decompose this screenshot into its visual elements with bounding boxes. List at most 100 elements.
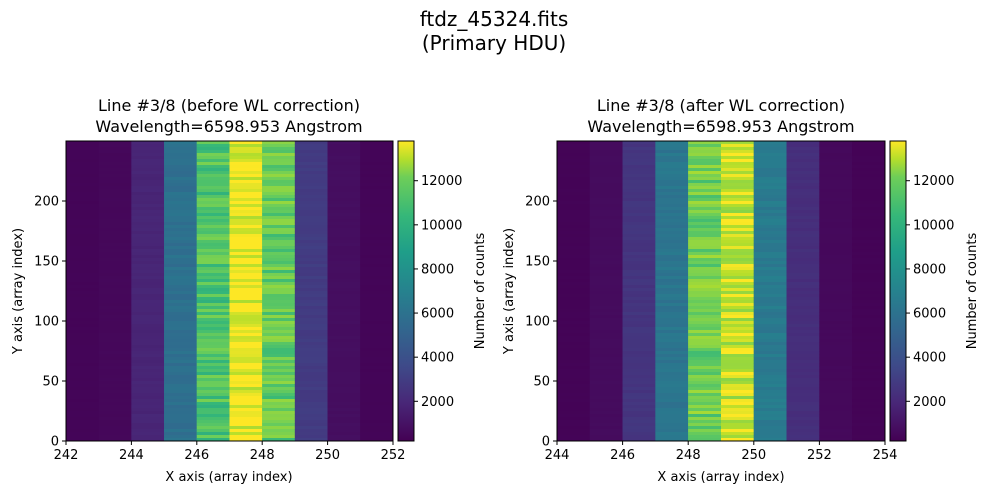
heatmap-row-cell (753, 300, 787, 304)
heatmap-row-cell (622, 423, 656, 427)
heatmap-row-cell (721, 201, 755, 205)
heatmap-row-cell (721, 363, 755, 367)
heatmap-row-cell (262, 306, 296, 310)
heatmap-row-cell (131, 420, 165, 424)
heatmap-row-cell (229, 177, 263, 181)
heatmap-row-cell (622, 249, 656, 253)
heatmap-row-cell (196, 177, 230, 181)
heatmap-row-cell (327, 285, 361, 289)
heatmap-row-cell (196, 288, 230, 292)
heatmap-row-cell (589, 174, 623, 178)
heatmap-row-cell (229, 174, 263, 178)
heatmap-row-cell (589, 423, 623, 427)
heatmap-row-cell (786, 243, 820, 247)
heatmap-row-cell (262, 234, 296, 238)
heatmap-row-cell (557, 345, 591, 349)
heatmap-row-cell (294, 369, 328, 373)
heatmap-row-cell (622, 243, 656, 247)
heatmap-row-cell (819, 171, 853, 175)
heatmap-row-cell (721, 204, 755, 208)
heatmap-row-cell (66, 186, 100, 190)
heatmap-row-cell (721, 336, 755, 340)
heatmap-row-cell (721, 261, 755, 265)
heatmap-row-cell (262, 372, 296, 376)
heatmap-row-cell (164, 276, 198, 280)
heatmap-row-cell (229, 162, 263, 166)
heatmap-row-cell (753, 231, 787, 235)
heatmap-row-cell (164, 267, 198, 271)
heatmap-row-cell (360, 306, 394, 310)
heatmap-row-cell (360, 327, 394, 331)
heatmap-row-cell (262, 420, 296, 424)
heatmap-row-cell (360, 390, 394, 394)
heatmap-row-cell (262, 237, 296, 241)
heatmap-row-cell (327, 195, 361, 199)
heatmap-row-cell (721, 360, 755, 364)
heatmap-row-cell (98, 309, 132, 313)
heatmap-row-cell (655, 381, 689, 385)
heatmap-row-cell (721, 225, 755, 229)
heatmap-row-cell (721, 378, 755, 382)
heatmap-row-cell (98, 204, 132, 208)
heatmap-row-cell (196, 333, 230, 337)
heatmap-row-cell (721, 207, 755, 211)
heatmap-row-cell (327, 336, 361, 340)
heatmap-row-cell (655, 405, 689, 409)
heatmap-row-cell (786, 333, 820, 337)
heatmap-row-cell (262, 336, 296, 340)
heatmap-row-cell (131, 318, 165, 322)
heatmap-row-cell (819, 276, 853, 280)
heatmap-row-cell (66, 333, 100, 337)
heatmap-row-cell (852, 396, 886, 400)
heatmap-row-cell (557, 279, 591, 283)
heatmap-row-cell (131, 183, 165, 187)
heatmap-row-cell (753, 384, 787, 388)
heatmap-row-cell (164, 168, 198, 172)
heatmap-row-cell (688, 375, 722, 379)
heatmap-row-cell (131, 159, 165, 163)
heatmap-row-cell (688, 216, 722, 220)
heatmap-row-cell (557, 315, 591, 319)
heatmap-row-cell (98, 357, 132, 361)
heatmap-row-cell (688, 210, 722, 214)
heatmap-row-cell (98, 399, 132, 403)
heatmap-row-cell (721, 339, 755, 343)
heatmap-row-cell (131, 384, 165, 388)
heatmap-row-cell (786, 387, 820, 391)
heatmap-row-cell (327, 264, 361, 268)
heatmap-row-cell (688, 438, 722, 442)
heatmap-row-cell (589, 330, 623, 334)
heatmap-row-cell (819, 300, 853, 304)
heatmap-row-cell (655, 195, 689, 199)
heatmap-row-cell (229, 294, 263, 298)
heatmap-row-cell (262, 153, 296, 157)
heatmap-row-cell (98, 408, 132, 412)
heatmap-row-cell (589, 183, 623, 187)
heatmap-row-cell (327, 366, 361, 370)
heatmap-row-cell (852, 270, 886, 274)
heatmap-row-cell (589, 315, 623, 319)
heatmap-row-cell (360, 339, 394, 343)
heatmap-row-cell (852, 417, 886, 421)
heatmap-row-cell (721, 153, 755, 157)
heatmap-row-cell (196, 327, 230, 331)
heatmap-row-cell (196, 360, 230, 364)
heatmap-row-cell (589, 195, 623, 199)
heatmap-row-cell (360, 267, 394, 271)
heatmap-row-cell (229, 264, 263, 268)
heatmap-row-cell (753, 438, 787, 442)
heatmap-row-cell (753, 219, 787, 223)
heatmap-row-cell (66, 162, 100, 166)
heatmap-row-cell (131, 348, 165, 352)
heatmap-row-cell (360, 162, 394, 166)
heatmap-row-cell (294, 165, 328, 169)
heatmap-row-cell (66, 165, 100, 169)
heatmap-row-cell (819, 162, 853, 166)
heatmap-row-cell (786, 234, 820, 238)
heatmap-row-cell (66, 171, 100, 175)
heatmap-row-cell (786, 315, 820, 319)
heatmap-row-cell (753, 351, 787, 355)
heatmap-row-cell (327, 282, 361, 286)
heatmap-row-cell (721, 150, 755, 154)
heatmap-row-cell (589, 360, 623, 364)
